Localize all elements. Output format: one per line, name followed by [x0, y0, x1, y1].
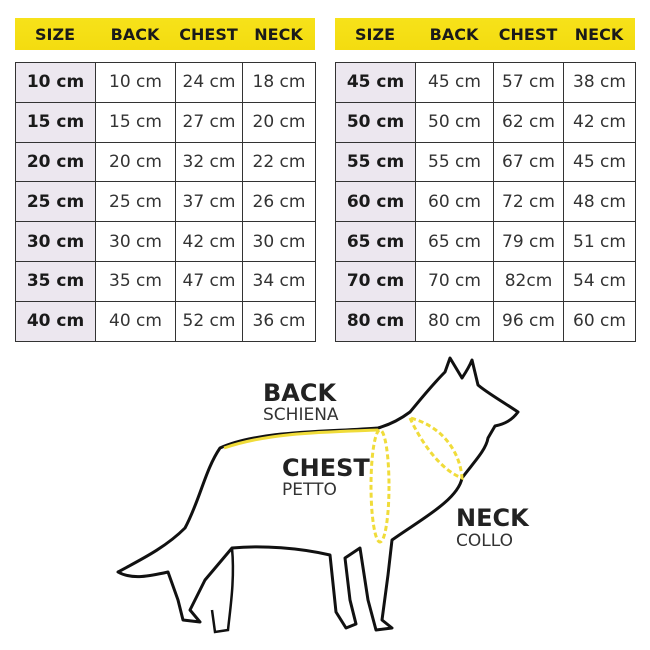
- size-cell: 50 cm: [335, 101, 416, 143]
- neck-cell: 22 cm: [242, 141, 316, 183]
- chest-cell: 82cm: [493, 260, 564, 302]
- neck-cell: 34 cm: [242, 260, 316, 302]
- size-cell: 15 cm: [15, 101, 96, 143]
- size-table-left: 10 cm 10 cm 24 cm 18 cm 15 cm 15 cm 27 cm 20 cm…: [15, 62, 316, 342]
- back-cell: 30 cm: [95, 221, 176, 262]
- header-chest: CHEST: [498, 24, 558, 44]
- table-row: 10 cm 10 cm 24 cm 18 cm: [15, 62, 316, 103]
- back-cell: 45 cm: [415, 62, 494, 103]
- table-row: 80 cm 80 cm 96 cm 60 cm: [335, 300, 636, 342]
- label-neck-it: COLLO: [456, 531, 513, 551]
- chest-measure-loop: [369, 428, 391, 544]
- size-cell: 60 cm: [335, 181, 416, 223]
- neck-cell: 54 cm: [563, 260, 636, 302]
- left-table-header: SIZE BACK CHEST NECK: [15, 18, 315, 50]
- back-cell: 25 cm: [95, 181, 176, 223]
- size-cell: 45 cm: [335, 62, 416, 103]
- neck-cell: 38 cm: [563, 62, 636, 103]
- chest-cell: 24 cm: [175, 62, 243, 103]
- chest-cell: 32 cm: [175, 141, 243, 183]
- label-chest: CHEST: [282, 454, 370, 482]
- chest-cell: 67 cm: [493, 141, 564, 183]
- header-back: BACK: [429, 24, 479, 44]
- size-cell: 40 cm: [15, 300, 96, 342]
- size-table-right: 45 cm 45 cm 57 cm 38 cm 50 cm 50 cm 62 cm 42 cm…: [335, 62, 636, 342]
- chest-cell: 42 cm: [175, 221, 243, 262]
- table-row: 60 cm 60 cm 72 cm 48 cm: [335, 181, 636, 223]
- neck-cell: 42 cm: [563, 101, 636, 143]
- header-size: SIZE: [354, 24, 395, 44]
- size-cell: 30 cm: [15, 221, 96, 262]
- table-row: 40 cm 40 cm 52 cm 36 cm: [15, 300, 316, 342]
- neck-cell: 48 cm: [563, 181, 636, 223]
- chest-cell: 47 cm: [175, 260, 243, 302]
- table-row: 65 cm 65 cm 79 cm 51 cm: [335, 221, 636, 262]
- back-cell: 50 cm: [415, 101, 494, 143]
- label-back-it: SCHIENA: [263, 405, 339, 425]
- neck-cell: 36 cm: [242, 300, 316, 342]
- dog-outline: [116, 356, 520, 632]
- size-cell: 55 cm: [335, 141, 416, 183]
- back-cell: 60 cm: [415, 181, 494, 223]
- header-neck: NECK: [574, 24, 624, 44]
- back-cell: 65 cm: [415, 221, 494, 262]
- chest-cell: 57 cm: [493, 62, 564, 103]
- size-cell: 65 cm: [335, 221, 416, 262]
- back-cell: 80 cm: [415, 300, 494, 342]
- label-neck: NECK: [456, 504, 529, 532]
- size-cell: 80 cm: [335, 300, 416, 342]
- neck-cell: 26 cm: [242, 181, 316, 223]
- header-neck: NECK: [254, 24, 303, 44]
- table-row: 25 cm 25 cm 37 cm 26 cm: [15, 181, 316, 223]
- chest-cell: 52 cm: [175, 300, 243, 342]
- back-measure-line: [223, 428, 379, 450]
- header-chest: CHEST: [179, 24, 238, 44]
- table-row: 30 cm 30 cm 42 cm 30 cm: [15, 221, 316, 262]
- chest-cell: 79 cm: [493, 221, 564, 262]
- table-row: 35 cm 35 cm 47 cm 34 cm: [15, 260, 316, 302]
- chest-cell: 27 cm: [175, 101, 243, 143]
- back-cell: 20 cm: [95, 141, 176, 183]
- header-back: BACK: [110, 24, 160, 44]
- neck-cell: 30 cm: [242, 221, 316, 262]
- size-cell: 25 cm: [15, 181, 96, 223]
- neck-cell: 45 cm: [563, 141, 636, 183]
- table-row: 45 cm 45 cm 57 cm 38 cm: [335, 62, 636, 103]
- neck-cell: 18 cm: [242, 62, 316, 103]
- dog-hind-leg: [210, 547, 235, 634]
- size-cell: 70 cm: [335, 260, 416, 302]
- size-cell: 20 cm: [15, 141, 96, 183]
- back-cell: 15 cm: [95, 101, 176, 143]
- chest-cell: 96 cm: [493, 300, 564, 342]
- label-back: BACK: [263, 379, 337, 407]
- size-cell: 35 cm: [15, 260, 96, 302]
- table-row: 55 cm 55 cm 67 cm 45 cm: [335, 141, 636, 183]
- neck-cell: 60 cm: [563, 300, 636, 342]
- label-chest-it: PETTO: [282, 480, 337, 500]
- header-size: SIZE: [34, 24, 75, 44]
- table-row: 70 cm 70 cm 82cm 54 cm: [335, 260, 636, 302]
- chest-cell: 37 cm: [175, 181, 243, 223]
- back-cell: 35 cm: [95, 260, 176, 302]
- neck-measure-loop: [408, 416, 464, 481]
- right-table-header: SIZE BACK CHEST NECK: [335, 18, 635, 50]
- table-row: 15 cm 15 cm 27 cm 20 cm: [15, 101, 316, 143]
- neck-cell: 51 cm: [563, 221, 636, 262]
- table-row: 20 cm 20 cm 32 cm 22 cm: [15, 141, 316, 183]
